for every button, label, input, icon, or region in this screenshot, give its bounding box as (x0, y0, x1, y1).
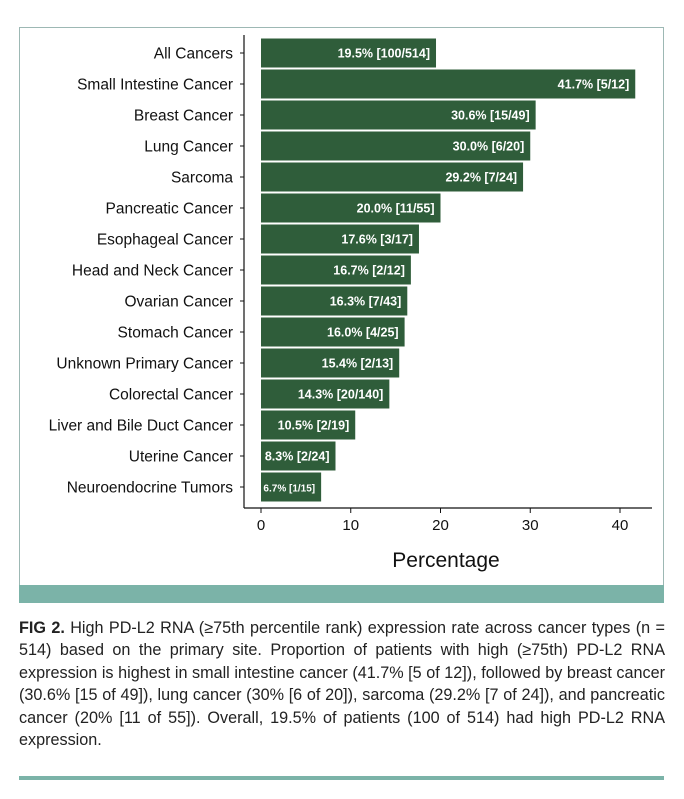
data-label: 10.5% [2/19] (278, 419, 350, 433)
bar (261, 38, 437, 68)
bar (261, 286, 408, 316)
bar (261, 162, 524, 192)
bar (261, 410, 356, 440)
bar (261, 224, 419, 254)
bar (261, 193, 441, 223)
category-label: Breast Cancer (134, 108, 233, 125)
bar (261, 255, 411, 285)
bar (261, 69, 636, 99)
data-label: 6.7% [1/15] (263, 484, 315, 495)
bar (261, 472, 322, 502)
category-label: Stomach Cancer (118, 325, 233, 342)
x-tick-label: 20 (432, 517, 449, 534)
x-tick-label: 0 (257, 517, 265, 534)
data-label: 15.4% [2/13] (322, 357, 394, 371)
bar (261, 100, 536, 130)
caption-label: FIG 2. (19, 619, 65, 637)
category-label: Uterine Cancer (129, 449, 233, 466)
data-label: 20.0% [11/55] (357, 202, 435, 216)
x-tick-label: 40 (612, 517, 629, 534)
caption-text: High PD-L2 RNA (≥75th percentile rank) e… (19, 619, 665, 750)
category-label: Colorectal Cancer (109, 387, 233, 404)
figure-caption: FIG 2. High PD-L2 RNA (≥75th percentile … (19, 617, 665, 751)
data-label: 29.2% [7/24] (445, 171, 517, 185)
x-tick-label: 10 (342, 517, 359, 534)
data-label: 8.3% [2/24] (265, 450, 330, 464)
bar (261, 317, 405, 347)
bottom-rule (19, 776, 664, 780)
category-label: Esophageal Cancer (97, 232, 233, 249)
figure-band (19, 585, 664, 603)
data-label: 30.0% [6/20] (453, 140, 525, 154)
category-label: Liver and Bile Duct Cancer (49, 418, 233, 435)
category-label: Sarcoma (171, 170, 233, 187)
bar (261, 348, 400, 378)
category-label: Small Intestine Cancer (77, 77, 233, 94)
x-axis-title: Percentage (392, 549, 499, 572)
data-label: 19.5% [100/514] (338, 47, 430, 61)
bar (261, 379, 390, 409)
category-label: Pancreatic Cancer (105, 201, 233, 218)
data-label: 16.3% [7/43] (330, 295, 402, 309)
figure-frame (19, 27, 664, 585)
data-label: 17.6% [3/17] (341, 233, 413, 247)
data-label: 14.3% [20/140] (298, 388, 383, 402)
data-label: 16.7% [2/12] (333, 264, 405, 278)
data-label: 41.7% [5/12] (558, 78, 630, 92)
bar-chart: All Cancers 19.5% [100/514] Small Intestin… (49, 35, 652, 572)
category-label: Neuroendocrine Tumors (67, 480, 234, 497)
data-label: 16.0% [4/25] (327, 326, 399, 340)
x-tick-label: 30 (522, 517, 539, 534)
data-label: 30.6% [15/49] (451, 109, 530, 123)
category-label: Unknown Primary Cancer (56, 356, 233, 373)
bar (261, 441, 336, 471)
category-label: Ovarian Cancer (124, 294, 233, 311)
bar (261, 131, 531, 161)
category-label: Head and Neck Cancer (72, 263, 233, 280)
category-label: Lung Cancer (144, 139, 233, 156)
category-label: All Cancers (154, 46, 233, 63)
